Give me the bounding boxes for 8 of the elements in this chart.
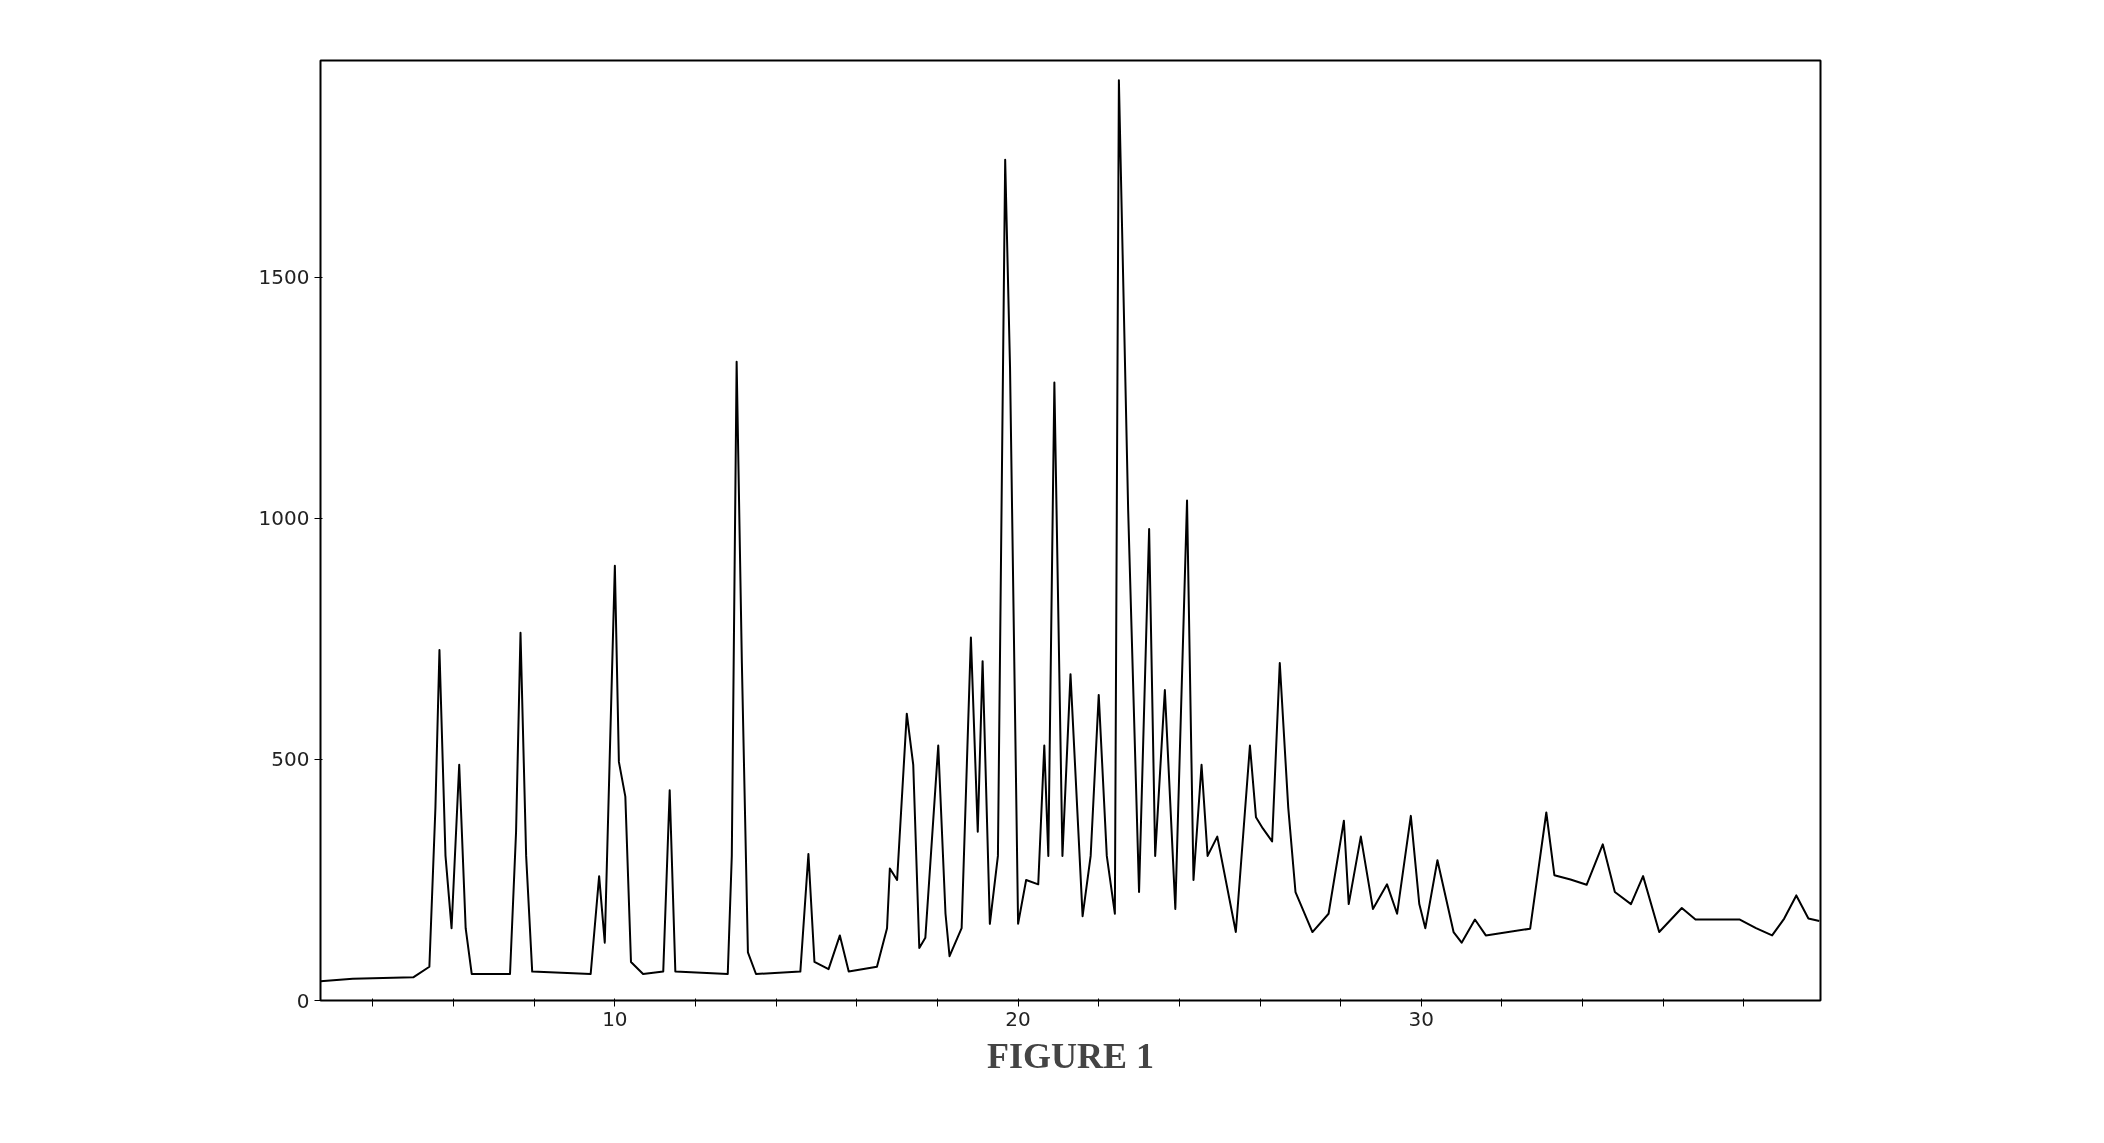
caption: FIGURE 1 [987,1035,1155,1076]
y-tick-label: 0 [296,988,310,1013]
x-tick-label: 20 [1005,1006,1031,1031]
x-tick-label: 10 [602,1006,628,1031]
y-tick-label: 500 [271,747,310,772]
y-tick-label: 1000 [258,506,310,531]
y-tick-label: 1500 [258,265,310,290]
x-tick-label: 30 [1408,1006,1435,1031]
